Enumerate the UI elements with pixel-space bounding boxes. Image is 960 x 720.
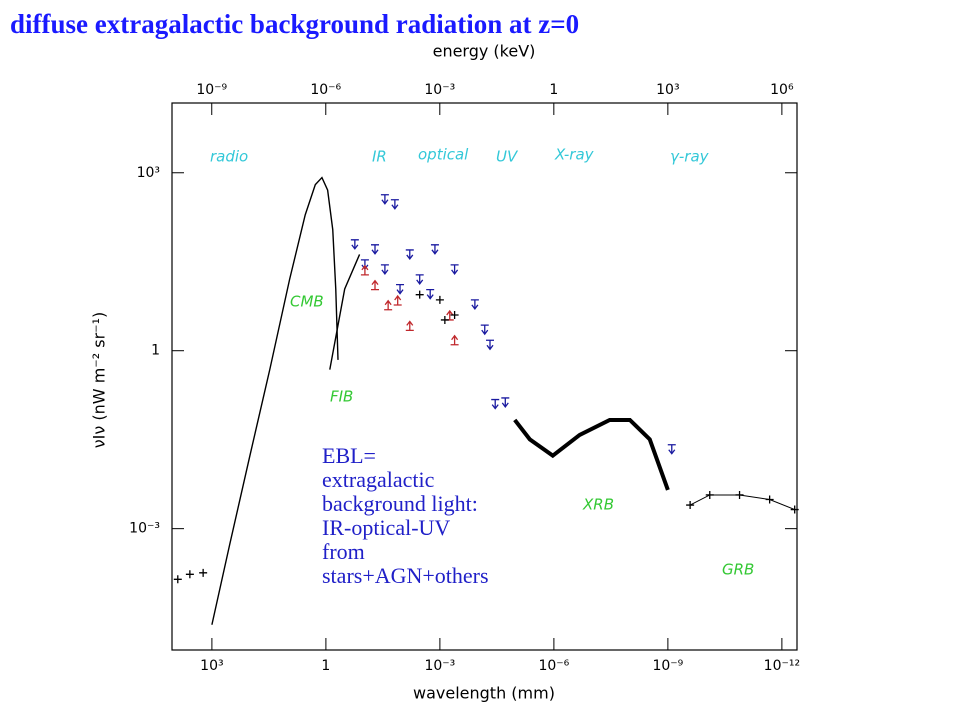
- component-label: GRB: [722, 561, 754, 579]
- x-tick-label: 10⁻⁹: [652, 658, 683, 674]
- data-point: [396, 283, 405, 295]
- data-line: [689, 494, 795, 511]
- component-label: CMB: [290, 293, 324, 311]
- y-tick-label: 10³: [137, 165, 160, 181]
- data-point: [360, 264, 369, 276]
- x-tick-label: 10⁻⁶: [538, 658, 569, 674]
- x-tick-label: 1: [321, 658, 330, 674]
- data-point: [735, 490, 744, 499]
- data-line: [329, 254, 361, 370]
- y-tick-label: 1: [151, 343, 160, 359]
- data-point: [435, 295, 444, 304]
- data-point: [705, 490, 714, 499]
- data-point: [790, 505, 799, 514]
- x2-label: energy (keV): [433, 42, 536, 61]
- note-line: from: [322, 539, 365, 564]
- data-point: [450, 334, 459, 346]
- y-label: νIν (nW m⁻² sr⁻¹): [90, 312, 109, 449]
- data-point: [667, 444, 676, 455]
- data-point: [686, 501, 695, 510]
- data-point: [393, 294, 402, 306]
- band-label: X-ray: [554, 146, 595, 164]
- data-point: [405, 320, 414, 332]
- data-point: [440, 315, 449, 324]
- data-point: [426, 288, 435, 300]
- x2-tick-label: 10⁶: [770, 82, 794, 98]
- data-point: [765, 495, 774, 504]
- data-point: [450, 310, 459, 319]
- data-point: [384, 299, 393, 311]
- x2-tick-label: 10³: [656, 82, 679, 98]
- x-tick-label: 10³: [200, 658, 223, 674]
- data-point: [415, 274, 424, 285]
- data-point: [371, 279, 380, 291]
- data-point: [470, 299, 479, 310]
- note-line: IR-optical-UV: [322, 515, 450, 540]
- component-label: FIB: [330, 388, 353, 406]
- data-point: [501, 397, 510, 408]
- x2-tick-label: 10⁻³: [424, 82, 455, 98]
- plot-frame: [171, 102, 798, 651]
- data-point: [380, 264, 389, 275]
- title: diffuse extragalactic background radiati…: [10, 9, 579, 39]
- data-point: [480, 324, 489, 336]
- data-point: [486, 339, 495, 351]
- note-line: extragalactic: [322, 467, 435, 492]
- data-point: [380, 194, 389, 205]
- band-label: optical: [418, 146, 469, 164]
- data-point: [415, 290, 424, 299]
- data-point: [371, 244, 380, 255]
- data-point: [430, 244, 439, 255]
- y-tick-label: 10⁻³: [129, 521, 160, 537]
- note-line: background light:: [322, 491, 478, 516]
- data-point: [185, 570, 194, 579]
- data-point: [390, 199, 399, 210]
- component-label: XRB: [582, 496, 614, 514]
- data-line: [211, 176, 339, 625]
- note-line: stars+AGN+others: [322, 563, 489, 588]
- x2-tick-label: 1: [549, 82, 558, 98]
- band-label: γ-ray: [670, 148, 710, 166]
- data-line: [513, 417, 670, 491]
- data-point: [450, 264, 459, 275]
- x-tick-label: 10⁻³: [424, 658, 455, 674]
- x-tick-label: 10⁻¹²: [764, 658, 800, 674]
- data-point: [199, 568, 208, 577]
- data-point: [350, 239, 359, 250]
- data-point: [491, 398, 500, 410]
- x-label: wavelength (mm): [413, 684, 555, 703]
- x2-tick-label: 10⁻⁹: [196, 82, 227, 98]
- data-point: [173, 575, 182, 584]
- note-line: EBL=: [322, 443, 376, 468]
- note-block: EBL= extragalactic background light: IR-…: [322, 443, 489, 588]
- band-label: radio: [210, 148, 248, 166]
- band-label: IR: [372, 148, 387, 166]
- data-point: [405, 249, 414, 261]
- band-label: UV: [496, 148, 519, 166]
- x2-tick-label: 10⁻⁶: [310, 82, 341, 98]
